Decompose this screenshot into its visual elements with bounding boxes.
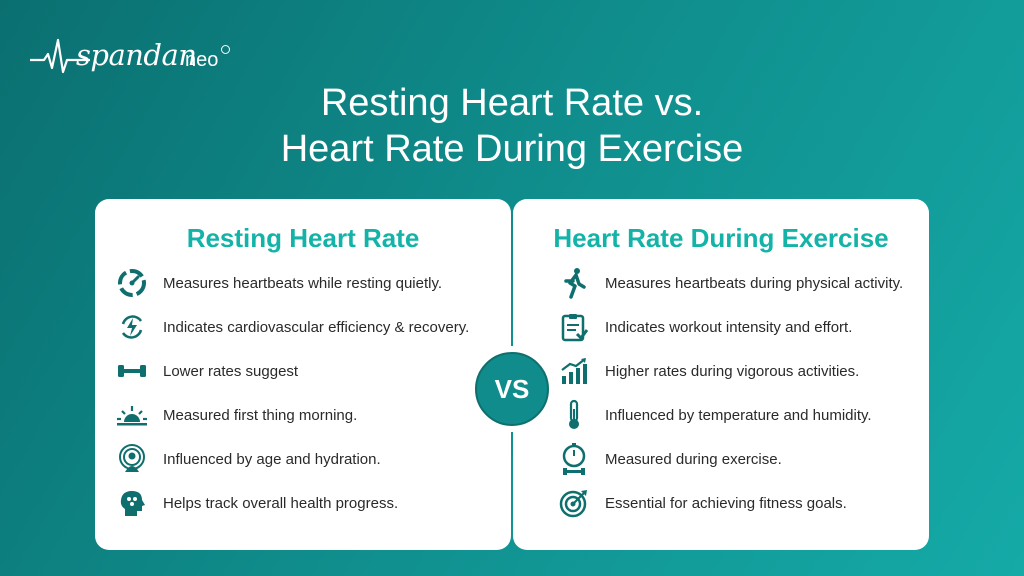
list-item: Essential for achieving fitness goals. bbox=[557, 481, 953, 525]
title-line-1: Resting Heart Rate vs. bbox=[320, 82, 704, 124]
lightning-cycle-icon bbox=[115, 310, 149, 344]
list-item: Measures heartbeats during physical acti… bbox=[557, 261, 953, 305]
trend-chart-icon bbox=[557, 354, 591, 388]
item-text: Essential for achieving fitness goals. bbox=[605, 494, 847, 512]
card-title: Heart Rate During Exercise bbox=[553, 223, 889, 253]
target-icon bbox=[557, 486, 591, 520]
gauge-icon bbox=[115, 266, 149, 300]
heartbeat-line-icon bbox=[30, 38, 90, 74]
vs-label: VS bbox=[475, 352, 549, 426]
brand-name: spandan bbox=[76, 38, 197, 72]
list-item: Higher rates during vigorous activities. bbox=[557, 349, 953, 393]
thermometer-icon bbox=[557, 398, 591, 432]
card-title: Resting Heart Rate bbox=[186, 223, 420, 253]
item-text: Influenced by temperature and humidity. bbox=[605, 406, 872, 424]
resting-heart-rate-card: Resting Heart Rate Measures heartbeats w… bbox=[95, 199, 511, 550]
list-item: Indicates cardiovascular efficiency & re… bbox=[115, 305, 511, 349]
vs-badge: VS bbox=[469, 346, 555, 432]
list-item: Influenced by age and hydration. bbox=[115, 437, 511, 481]
person-signal-icon bbox=[115, 442, 149, 476]
item-text: Higher rates during vigorous activities. bbox=[605, 362, 860, 380]
item-text: Measured first thing morning. bbox=[163, 406, 358, 424]
list-item: Measured first thing morning. bbox=[115, 393, 511, 437]
list-item: Influenced by temperature and humidity. bbox=[557, 393, 953, 437]
registered-mark-icon bbox=[221, 45, 230, 54]
item-text: Helps track overall health progress. bbox=[163, 494, 399, 512]
head-brain-icon bbox=[115, 486, 149, 520]
item-text: Measures heartbeats during physical acti… bbox=[605, 274, 904, 292]
sunrise-icon bbox=[115, 398, 149, 432]
page-title: Resting Heart Rate vs. Heart Rate During… bbox=[0, 80, 1024, 172]
runner-icon bbox=[557, 266, 591, 300]
list-item: Measured during exercise. bbox=[557, 437, 953, 481]
list-item: Lower rates suggest bbox=[115, 349, 511, 393]
exercise-heart-rate-card: Heart Rate During Exercise Measures hear… bbox=[513, 199, 929, 550]
list-item: Indicates workout intensity and effort. bbox=[557, 305, 953, 349]
item-text: Indicates cardiovascular efficiency & re… bbox=[163, 318, 470, 336]
title-line-2: Heart Rate During Exercise bbox=[280, 128, 744, 170]
list-item: Measures heartbeats while resting quietl… bbox=[115, 261, 511, 305]
feature-list: Measures heartbeats during physical acti… bbox=[557, 261, 953, 525]
item-text: Measured during exercise. bbox=[605, 450, 782, 468]
clipboard-icon bbox=[557, 310, 591, 344]
item-text: Measures heartbeats while resting quietl… bbox=[163, 274, 443, 292]
item-text: Indicates workout intensity and effort. bbox=[605, 318, 853, 336]
brand-suffix: neo bbox=[185, 49, 219, 71]
item-text: Influenced by age and hydration. bbox=[163, 450, 381, 468]
brand-logo: spandan neo bbox=[30, 36, 240, 84]
stopwatch-dumbbell-icon bbox=[557, 442, 591, 476]
feature-list: Measures heartbeats while resting quietl… bbox=[115, 261, 511, 525]
list-item: Helps track overall health progress. bbox=[115, 481, 511, 525]
item-text: Lower rates suggest bbox=[163, 362, 299, 380]
dumbbell-icon bbox=[115, 354, 149, 388]
